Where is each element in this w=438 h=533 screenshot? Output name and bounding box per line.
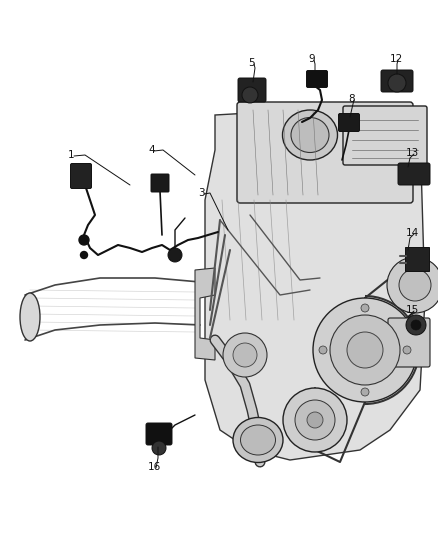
Circle shape [387,257,438,313]
Circle shape [406,315,426,335]
Circle shape [403,346,411,354]
FancyBboxPatch shape [388,318,430,367]
FancyBboxPatch shape [151,174,169,192]
Circle shape [233,343,257,367]
Circle shape [168,248,182,262]
Ellipse shape [233,417,283,463]
Polygon shape [195,268,215,360]
Text: 14: 14 [406,228,419,238]
FancyBboxPatch shape [381,70,413,92]
Circle shape [361,304,369,312]
Text: 12: 12 [390,54,403,64]
Circle shape [319,346,327,354]
Ellipse shape [291,117,329,152]
Circle shape [411,320,421,330]
Ellipse shape [240,425,276,455]
Circle shape [283,388,347,452]
Circle shape [223,333,267,377]
Text: 13: 13 [406,148,419,158]
FancyBboxPatch shape [339,114,360,132]
Circle shape [295,400,335,440]
Text: 3: 3 [198,188,205,198]
Circle shape [81,252,88,259]
Circle shape [152,441,166,455]
Circle shape [347,332,383,368]
Text: 9: 9 [308,54,314,64]
Text: 16: 16 [148,462,161,472]
FancyBboxPatch shape [237,102,413,203]
FancyBboxPatch shape [307,70,328,87]
Circle shape [307,412,323,428]
Text: 4: 4 [148,145,155,155]
FancyBboxPatch shape [405,247,429,271]
FancyBboxPatch shape [398,163,430,185]
Text: 5: 5 [248,58,254,68]
FancyBboxPatch shape [238,78,266,102]
Circle shape [361,388,369,396]
Circle shape [388,74,406,92]
Text: 8: 8 [348,94,355,104]
Circle shape [242,87,258,103]
Circle shape [313,298,417,402]
Circle shape [330,315,400,385]
Circle shape [79,235,89,245]
FancyBboxPatch shape [71,164,92,189]
FancyBboxPatch shape [343,106,427,165]
Ellipse shape [20,293,40,341]
Text: 1: 1 [68,150,74,160]
Text: 15: 15 [406,305,419,315]
Circle shape [399,269,431,301]
Polygon shape [205,105,425,460]
Ellipse shape [283,110,338,160]
FancyBboxPatch shape [146,423,172,445]
